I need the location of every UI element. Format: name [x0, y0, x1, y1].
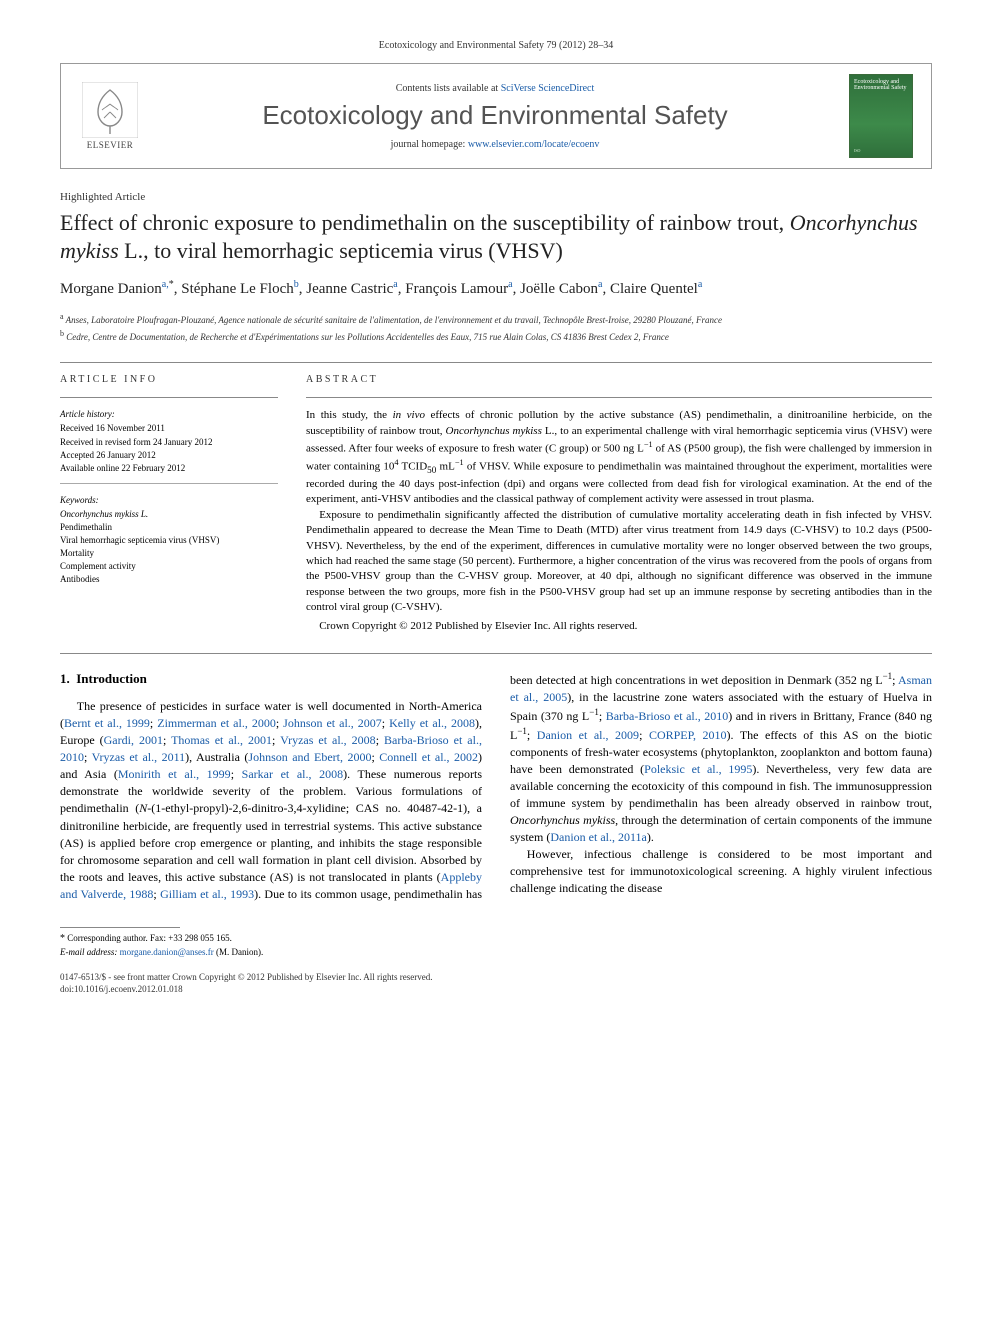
online-date: Available online 22 February 2012 [60, 462, 278, 475]
abstract-copyright: Crown Copyright © 2012 Published by Else… [306, 619, 932, 634]
article-body: 1. Introduction The presence of pesticid… [60, 670, 932, 903]
keyword: Antibodies [60, 573, 278, 586]
cover-title: Ecotoxicology and Environmental Safety [854, 79, 908, 91]
abstract-body: In this study, the in vivo effects of ch… [306, 408, 932, 634]
cover-iso-label: ISO [854, 148, 860, 153]
keywords-block: Keywords: Oncorhynchus mykiss L. Pendime… [60, 494, 278, 586]
corresponding-author-note: * Corresponding author. Fax: +33 298 055… [60, 932, 932, 946]
received-date: Received 16 November 2011 [60, 422, 278, 435]
article-info-column: ARTICLE INFO Article history: Received 1… [60, 373, 278, 635]
affiliation-b: b Cedre, Centre de Documentation, de Rec… [60, 328, 932, 344]
homepage-link[interactable]: www.elsevier.com/locate/ecoenv [468, 139, 600, 150]
sciencedirect-link[interactable]: SciVerse ScienceDirect [501, 83, 595, 94]
footnotes: * Corresponding author. Fax: +33 298 055… [60, 932, 932, 959]
homepage-prefix: journal homepage: [391, 139, 468, 150]
journal-name: Ecotoxicology and Environmental Safety [159, 100, 831, 131]
section-divider [60, 653, 932, 654]
article-title: Effect of chronic exposure to pendimetha… [60, 209, 932, 264]
article-history-block: Article history: Received 16 November 20… [60, 408, 278, 483]
copyright-line: 0147-6513/$ - see front matter Crown Cop… [60, 972, 932, 984]
abstract-column: ABSTRACT In this study, the in vivo effe… [306, 373, 932, 635]
keywords-label: Keywords: [60, 494, 278, 507]
running-head: Ecotoxicology and Environmental Safety 7… [60, 40, 932, 51]
homepage-line: journal homepage: www.elsevier.com/locat… [159, 139, 831, 150]
elsevier-logo: ELSEVIER [79, 80, 141, 152]
divider [60, 397, 278, 398]
journal-cover-thumbnail: Ecotoxicology and Environmental Safety I… [849, 74, 913, 158]
divider [306, 397, 932, 398]
article-info-heading: ARTICLE INFO [60, 373, 278, 388]
doi-line: doi:10.1016/j.ecoenv.2012.01.018 [60, 984, 932, 996]
affiliations: a Anses, Laboratoire Ploufragan-Plouzané… [60, 311, 932, 344]
masthead-center: Contents lists available at SciVerse Sci… [159, 83, 831, 150]
publisher-name: ELSEVIER [87, 140, 134, 150]
email-note: E-mail address: morgane.danion@anses.fr … [60, 946, 932, 959]
abstract-paragraph-2: Exposure to pendimethalin significantly … [306, 508, 932, 616]
abstract-heading: ABSTRACT [306, 373, 932, 388]
keyword: Oncorhynchus mykiss L. [60, 508, 278, 521]
keyword: Mortality [60, 547, 278, 560]
journal-masthead: ELSEVIER Contents lists available at Sci… [60, 63, 932, 169]
section-heading: 1. Introduction [60, 670, 482, 688]
body-paragraph-2: However, infectious challenge is conside… [510, 846, 932, 897]
article-type: Highlighted Article [60, 191, 932, 203]
revised-date: Received in revised form 24 January 2012 [60, 436, 278, 449]
affiliation-a: a Anses, Laboratoire Ploufragan-Plouzané… [60, 311, 932, 327]
tree-icon [82, 82, 138, 138]
history-label: Article history: [60, 408, 278, 421]
divider [60, 362, 932, 363]
keyword: Complement activity [60, 560, 278, 573]
keyword: Viral hemorrhagic septicemia virus (VHSV… [60, 534, 278, 547]
author-email-link[interactable]: morgane.danion@anses.fr [120, 947, 214, 957]
author-list: Morgane Daniona,*, Stéphane Le Flochb, J… [60, 278, 932, 301]
accepted-date: Accepted 26 January 2012 [60, 449, 278, 462]
keyword: Pendimethalin [60, 521, 278, 534]
page-footer: 0147-6513/$ - see front matter Crown Cop… [60, 972, 932, 995]
contents-prefix: Contents lists available at [396, 83, 501, 94]
abstract-paragraph-1: In this study, the in vivo effects of ch… [306, 408, 932, 507]
contents-available-line: Contents lists available at SciVerse Sci… [159, 83, 831, 94]
footnote-separator [60, 927, 180, 928]
